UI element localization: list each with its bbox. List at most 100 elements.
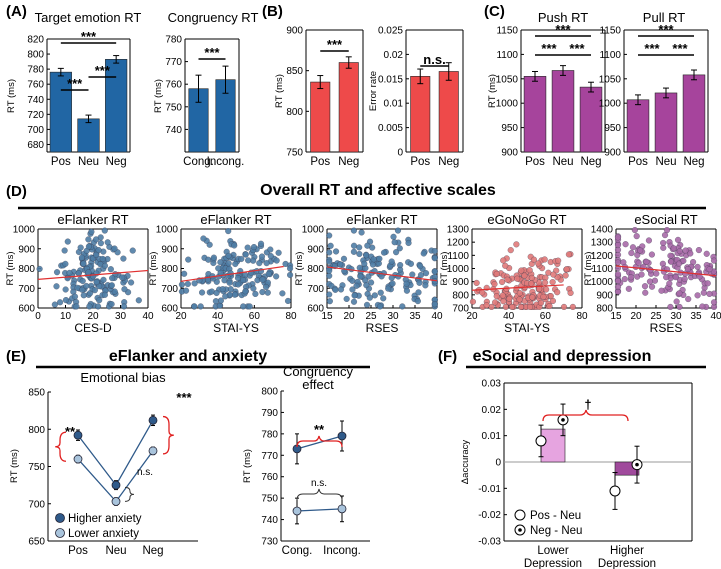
chart-D3-point	[326, 291, 333, 298]
chart-B1-ytick-label: 900	[286, 26, 303, 37]
chart-B1-ytick-label: 750	[286, 148, 303, 159]
chart-D5-point	[675, 260, 683, 267]
chart-D3-point	[377, 303, 384, 310]
chart-D2-point	[234, 274, 242, 282]
chart-D1-point	[101, 262, 109, 269]
chart-D2-point	[217, 297, 224, 304]
panel-label-B: (B)	[262, 3, 283, 20]
chart-C1-xtick-label: Pos	[525, 156, 545, 168]
chart-D3-point	[420, 250, 427, 257]
chart-D5-point	[633, 233, 640, 240]
chart-D2-xtick-label: 20	[175, 311, 187, 322]
chart-D2-ytick-label: 800	[161, 264, 178, 275]
chart-D3-point	[358, 229, 365, 236]
chart-D2-xtick-label: 60	[249, 311, 261, 322]
chart-D5-point	[710, 299, 718, 306]
chart-D2-point	[181, 270, 188, 277]
chart-C2-title: Pull RT	[643, 10, 685, 25]
chart-D1-point	[51, 301, 58, 308]
chart-D4-point	[546, 303, 553, 310]
chart-D3-point	[356, 264, 363, 271]
chart-D2-point	[215, 265, 222, 272]
chart-D1-point	[93, 236, 100, 243]
chart-D5-point	[681, 275, 688, 283]
chart-D3-point	[369, 261, 376, 268]
chart-D4-point	[565, 251, 572, 258]
chart-D2-point	[262, 283, 270, 291]
chart-D2-point	[256, 260, 263, 267]
chart-D1-point	[57, 299, 64, 306]
chart-D2-point	[217, 259, 224, 266]
chart-D3-point	[405, 239, 412, 247]
chart-D4-point	[562, 272, 569, 279]
chart-D5-trend-line	[615, 265, 717, 277]
chart-D5-point	[646, 278, 654, 285]
chart-D3-point	[403, 287, 410, 294]
chart-B1-ylabel: RT (ms)	[274, 74, 285, 108]
chart-C2-bar	[682, 74, 706, 153]
chart-F1-marker	[609, 485, 621, 497]
chart-D4-point	[529, 294, 536, 301]
chart-D2-point	[259, 276, 266, 283]
chart-E1-ytick-label: 850	[28, 388, 45, 399]
chart-A1-xtick-label: Neu	[78, 156, 99, 168]
chart-D4-point	[549, 279, 556, 286]
chart-C2-pos-neu-sig-label: ***	[644, 41, 660, 56]
chart-D1-point	[88, 228, 95, 235]
chart-F1-ytick-label: 0.03	[482, 379, 502, 390]
chart-D2-point	[216, 302, 223, 309]
chart-D4-point	[563, 266, 570, 273]
chart-D5-point	[670, 245, 677, 252]
chart-B2-ytick-label: 0.025	[378, 26, 403, 37]
chart-D5-point	[627, 274, 635, 281]
chart-D5-point	[676, 303, 683, 310]
chart-C2-neu-neg-sig-label: ***	[672, 41, 688, 56]
chart-D1-point	[85, 236, 92, 243]
chart-E1-brace-pos	[55, 431, 67, 462]
chart-D4-point	[514, 275, 521, 282]
chart-D3-point	[414, 298, 421, 305]
chart-D3-point	[385, 285, 392, 292]
chart-E2-ytick-label: 750	[261, 494, 278, 505]
chart-D5-ytick-label: 1200	[591, 251, 614, 262]
chart-D5-point	[642, 289, 649, 296]
chart-A2-ytick-label: 760	[165, 80, 182, 91]
chart-D1-point	[101, 291, 108, 298]
chart-D5-point	[682, 247, 689, 254]
chart-D3-point	[363, 252, 370, 259]
chart-C2-xtick-label: Neg	[683, 156, 704, 168]
chart-B2-bar	[438, 71, 459, 153]
chart-D2-point	[240, 276, 247, 284]
chart-D1-point	[96, 297, 103, 304]
chart-D3-point	[326, 258, 333, 265]
chart-D3-point	[394, 227, 402, 234]
chart-D1-point	[85, 269, 92, 276]
chart-D1-ytick-label: 700	[18, 284, 35, 295]
chart-C1-ytick-label: 1100	[496, 50, 518, 61]
chart-D3-point	[326, 267, 333, 274]
chart-D2-point	[205, 256, 212, 263]
chart-D4-point	[499, 292, 506, 299]
chart-D5-xtick-label: 30	[670, 311, 682, 322]
chart-D4-point	[526, 267, 533, 274]
chart-D2-point	[284, 297, 292, 304]
chart-A2-xtick-label: Cong.	[183, 156, 214, 168]
chart-D2-point	[238, 255, 245, 263]
chart-C2-ytick-label: 1050	[599, 74, 622, 85]
chart-D3-xtick-label: 25	[365, 311, 377, 322]
chart-D5-point	[635, 259, 642, 266]
chart-D5-point	[651, 277, 658, 284]
chart-D3-point	[343, 295, 350, 302]
chart-E1-ytick-label: 700	[28, 499, 45, 510]
chart-D3-point	[368, 279, 375, 286]
chart-D3-ytick-label: 1000	[302, 225, 325, 236]
chart-F1-xtick-label: Depression	[598, 558, 656, 569]
chart-D3-point	[337, 261, 344, 268]
chart-D1-ylabel: RT (ms)	[5, 252, 16, 286]
chart-C1-ytick-label: 1000	[496, 99, 519, 110]
chart-D1-point	[100, 276, 107, 283]
chart-F1-legend-label: Neg - Neu	[530, 525, 582, 537]
panel-label-E: (E)	[6, 348, 26, 365]
chart-D3-point	[393, 249, 400, 256]
chart-D4-point	[550, 271, 557, 278]
